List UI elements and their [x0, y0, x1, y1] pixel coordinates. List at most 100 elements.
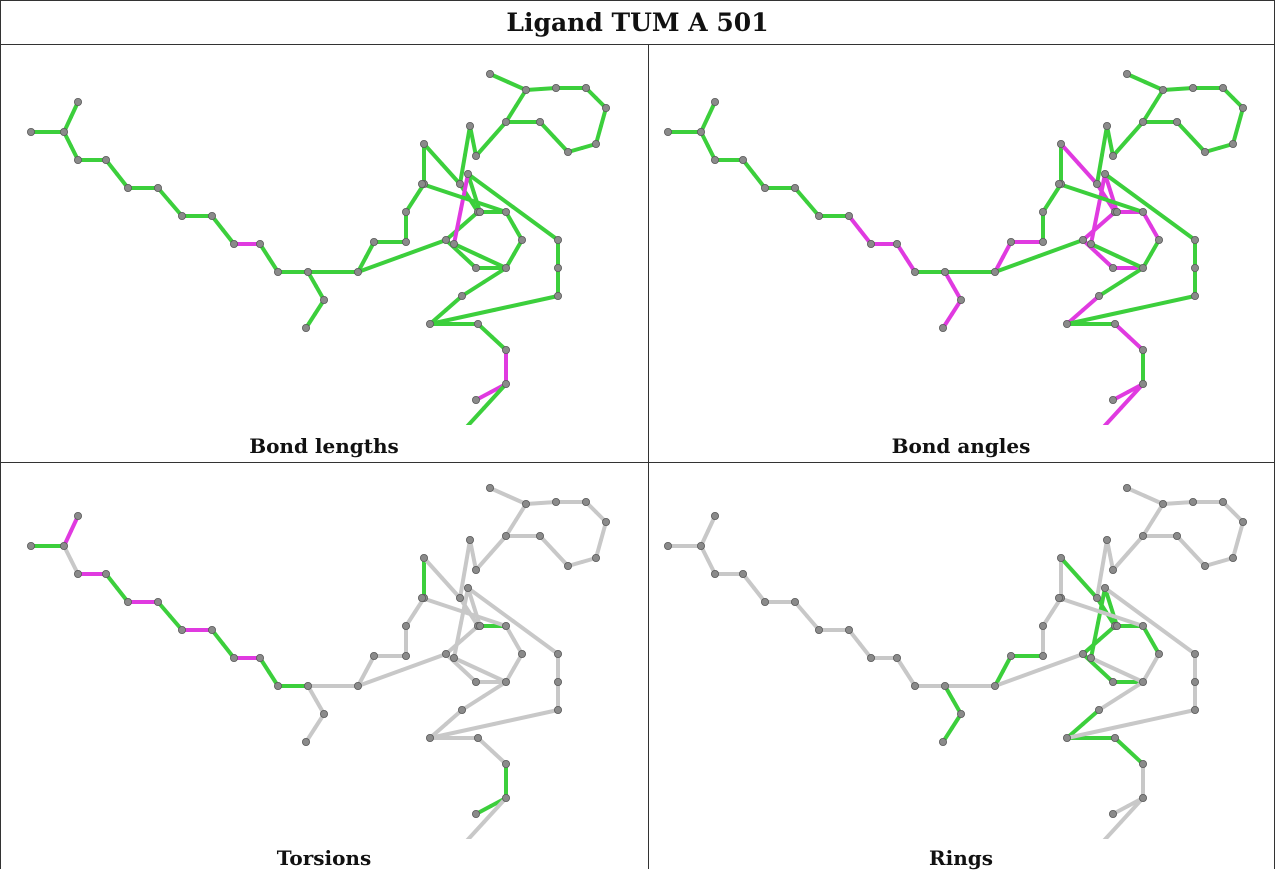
- atom: [866, 653, 875, 662]
- atom: [1229, 554, 1238, 563]
- atom: [1191, 677, 1200, 686]
- atom: [303, 267, 312, 276]
- atom: [124, 597, 133, 606]
- bond: [1148, 205, 1197, 242]
- bond: [1057, 596, 1103, 614]
- atom: [564, 562, 573, 571]
- atom: [207, 625, 216, 634]
- bond: [1129, 294, 1197, 312]
- atom: [522, 86, 531, 95]
- bond: [1037, 652, 1085, 672]
- atom: [455, 593, 464, 602]
- atom: [501, 793, 510, 802]
- atom: [554, 235, 563, 244]
- atom: [153, 597, 162, 606]
- atom: [1094, 291, 1103, 300]
- atom: [1191, 263, 1200, 272]
- atom: [425, 733, 434, 742]
- atom: [60, 128, 69, 137]
- atom: [1138, 379, 1147, 388]
- atom: [449, 239, 458, 248]
- atom: [761, 597, 770, 606]
- bond: [1119, 266, 1145, 284]
- atom: [522, 500, 531, 509]
- bond: [492, 294, 560, 312]
- atom: [711, 570, 720, 579]
- atom: [255, 239, 264, 248]
- column-divider: [648, 44, 649, 869]
- bond: [466, 172, 515, 209]
- atom: [501, 677, 510, 686]
- atom: [1100, 584, 1109, 593]
- atom: [1191, 291, 1200, 300]
- panel-rings: [643, 464, 1275, 888]
- atom: [990, 681, 999, 690]
- atom: [1056, 140, 1065, 149]
- atom: [1006, 237, 1015, 246]
- atom: [1239, 104, 1248, 113]
- bond: [1103, 586, 1152, 623]
- page-title: Ligand TUM A 501: [506, 8, 769, 37]
- bond: [1077, 162, 1099, 186]
- atom: [74, 98, 83, 107]
- atom: [1062, 733, 1071, 742]
- atom: [1038, 651, 1047, 660]
- bond: [1096, 172, 1107, 211]
- bond: [1057, 182, 1103, 200]
- atom: [790, 597, 799, 606]
- atom: [1122, 483, 1131, 492]
- atom: [866, 239, 875, 248]
- atom: [1138, 263, 1147, 272]
- row-divider: [0, 462, 1275, 463]
- bond: [1099, 610, 1145, 628]
- caption-bond-angles: Bond angles: [891, 434, 1031, 458]
- atom: [457, 291, 466, 300]
- atom: [910, 267, 919, 276]
- bond: [452, 207, 463, 246]
- bond: [1077, 576, 1099, 600]
- atom: [471, 395, 480, 404]
- atom: [790, 183, 799, 192]
- atom: [761, 183, 770, 192]
- bond: [1059, 556, 1081, 580]
- bond: [1089, 656, 1119, 672]
- bond: [478, 254, 508, 270]
- atom: [319, 709, 328, 718]
- atom: [485, 483, 494, 492]
- atom: [1159, 86, 1168, 95]
- bond: [482, 796, 508, 824]
- bond: [1089, 207, 1100, 246]
- atom: [417, 179, 426, 188]
- bond: [465, 406, 486, 425]
- bond: [400, 238, 448, 258]
- atom: [552, 84, 561, 93]
- atom: [554, 291, 563, 300]
- atom: [369, 651, 378, 660]
- bond: [1095, 153, 1104, 186]
- atom: [602, 104, 611, 113]
- atom: [1229, 140, 1238, 149]
- atom: [229, 653, 238, 662]
- bond: [1089, 621, 1100, 660]
- atom: [1108, 566, 1117, 575]
- atom: [582, 498, 591, 507]
- atom: [255, 653, 264, 662]
- bond: [465, 820, 486, 839]
- atom: [471, 566, 480, 575]
- caption-rings: Rings: [928, 846, 993, 870]
- atom: [26, 128, 35, 137]
- atom: [301, 737, 310, 746]
- atom: [207, 211, 216, 220]
- atom: [1219, 498, 1228, 507]
- atom: [501, 532, 510, 541]
- bond: [1099, 196, 1145, 214]
- atom: [1054, 179, 1063, 188]
- atom: [102, 570, 111, 579]
- atom: [1078, 235, 1087, 244]
- bond: [459, 172, 470, 211]
- bond: [356, 668, 404, 688]
- atom: [1108, 263, 1117, 272]
- atom: [273, 267, 282, 276]
- atom: [1038, 237, 1047, 246]
- atom: [697, 542, 706, 551]
